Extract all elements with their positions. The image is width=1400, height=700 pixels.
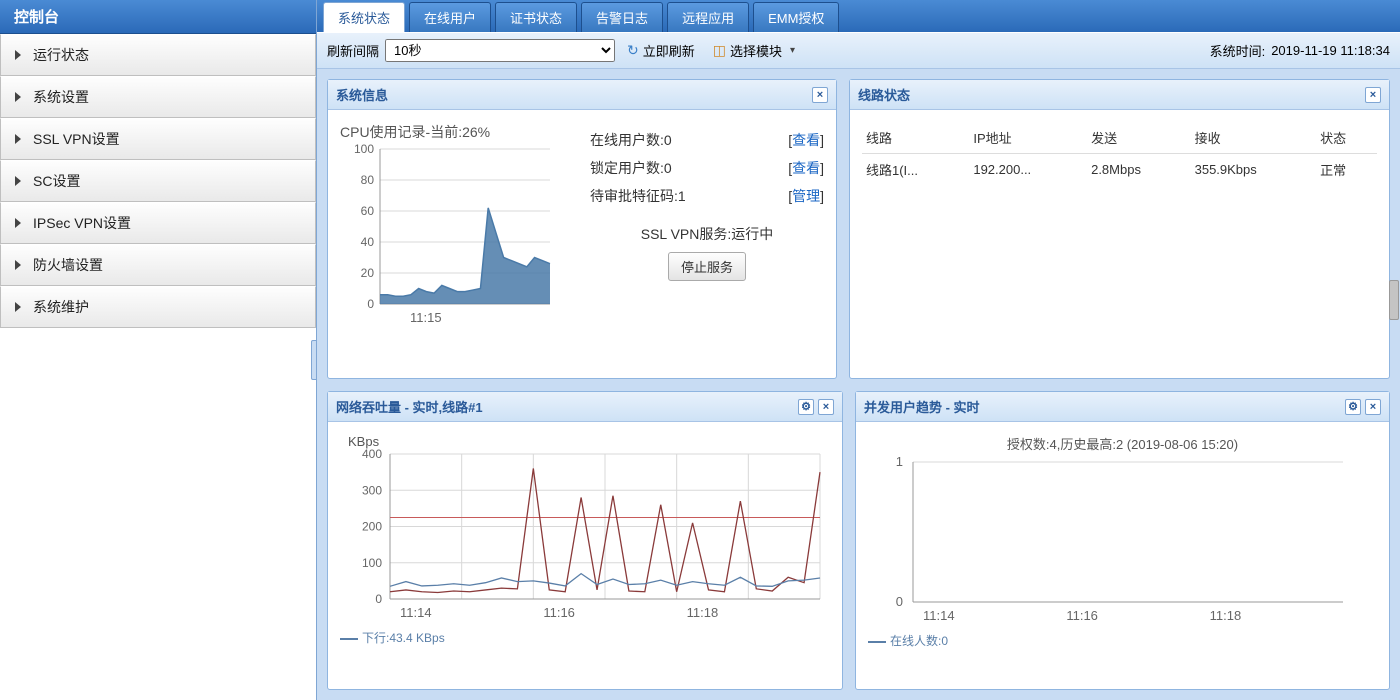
chevron-right-icon bbox=[15, 92, 21, 102]
select-module-button[interactable]: 选择模块 bbox=[707, 39, 801, 62]
service-label: SSL VPN服务: bbox=[641, 226, 732, 242]
panel-system-info: 系统信息× CPU使用记录-当前:26% 02040608010011:15 在… bbox=[327, 79, 837, 379]
sidebar-item[interactable]: 运行状态 bbox=[0, 34, 316, 76]
toolbar: 刷新间隔 10秒 立即刷新 选择模块 系统时间: 2019-11-19 11:1… bbox=[317, 32, 1400, 69]
cpu-chart-title: CPU使用记录-当前:26% bbox=[340, 122, 570, 142]
scrollbar-thumb[interactable] bbox=[1389, 280, 1399, 320]
tab-bar: 系统状态在线用户证书状态告警日志远程应用EMM授权 bbox=[317, 0, 1400, 32]
action-link[interactable]: 管理 bbox=[792, 188, 820, 204]
tab[interactable]: 系统状态 bbox=[323, 2, 405, 32]
y-axis-label: KBps bbox=[348, 434, 830, 449]
svg-text:300: 300 bbox=[362, 483, 382, 497]
panel-title: 线路状态 bbox=[858, 85, 1361, 104]
svg-text:40: 40 bbox=[361, 235, 375, 249]
legend-downstream: 下行:43.4 KBps bbox=[340, 629, 830, 646]
tab[interactable]: 在线用户 bbox=[409, 2, 491, 32]
system-time-value: 2019-11-19 11:18:34 bbox=[1271, 43, 1390, 58]
module-icon bbox=[713, 42, 726, 59]
svg-text:80: 80 bbox=[361, 173, 375, 187]
chevron-right-icon bbox=[15, 260, 21, 270]
tab[interactable]: 告警日志 bbox=[581, 2, 663, 32]
action-link[interactable]: 查看 bbox=[792, 160, 820, 176]
svg-text:11:16: 11:16 bbox=[1066, 608, 1098, 623]
panel-throughput: 网络吞吐量 - 实时,线路#1⚙× KBps 0 100 200 300 400 11:1… bbox=[327, 391, 843, 690]
svg-text:100: 100 bbox=[354, 144, 374, 156]
chevron-right-icon bbox=[15, 134, 21, 144]
sidebar-item[interactable]: 防火墙设置 bbox=[0, 244, 316, 286]
line-status-table: 线路IP地址发送接收状态 线路1(I... 192.200... 2.8Mbps… bbox=[862, 122, 1377, 185]
chart-subtitle: 授权数:4,历史最高:2 (2019-08-06 15:20) bbox=[868, 434, 1377, 453]
sidebar-item[interactable]: 系统设置 bbox=[0, 76, 316, 118]
sidebar-item[interactable]: IPSec VPN设置 bbox=[0, 202, 316, 244]
svg-text:200: 200 bbox=[362, 520, 382, 534]
svg-text:400: 400 bbox=[362, 449, 382, 461]
svg-text:1: 1 bbox=[896, 457, 903, 469]
sidebar: 控制台 运行状态系统设置SSL VPN设置SC设置IPSec VPN设置防火墙设… bbox=[0, 0, 316, 700]
tab[interactable]: 远程应用 bbox=[667, 2, 749, 32]
chevron-right-icon bbox=[15, 50, 21, 60]
svg-text:11:15: 11:15 bbox=[410, 310, 442, 325]
gear-icon[interactable]: ⚙ bbox=[1345, 399, 1361, 415]
system-time-label: 系统时间: bbox=[1210, 41, 1266, 60]
stop-service-button[interactable]: 停止服务 bbox=[668, 252, 746, 281]
svg-text:60: 60 bbox=[361, 204, 375, 218]
panel-title: 并发用户趋势 - 实时 bbox=[864, 397, 1341, 416]
tab[interactable]: EMM授权 bbox=[753, 2, 839, 32]
close-icon[interactable]: × bbox=[1365, 399, 1381, 415]
refresh-now-button[interactable]: 立即刷新 bbox=[621, 39, 701, 62]
svg-text:11:18: 11:18 bbox=[687, 605, 719, 620]
gear-icon[interactable]: ⚙ bbox=[798, 399, 814, 415]
close-icon[interactable]: × bbox=[818, 399, 834, 415]
sidebar-item[interactable]: 系统维护 bbox=[0, 286, 316, 328]
legend-online: 在线人数:0 bbox=[868, 632, 1377, 649]
svg-text:20: 20 bbox=[361, 266, 375, 280]
refresh-interval-label: 刷新间隔 bbox=[327, 41, 379, 60]
chevron-right-icon bbox=[15, 302, 21, 312]
svg-text:100: 100 bbox=[362, 556, 382, 570]
svg-text:0: 0 bbox=[367, 297, 374, 311]
service-status: 运行中 bbox=[731, 226, 773, 242]
svg-text:11:16: 11:16 bbox=[543, 605, 575, 620]
sidebar-item[interactable]: SSL VPN设置 bbox=[0, 118, 316, 160]
table-row[interactable]: 线路1(I... 192.200... 2.8Mbps 355.9Kbps 正常 bbox=[862, 154, 1377, 186]
refresh-interval-select[interactable]: 10秒 bbox=[385, 39, 615, 62]
split-handle[interactable] bbox=[311, 340, 317, 380]
svg-text:11:14: 11:14 bbox=[923, 608, 955, 623]
sidebar-item[interactable]: SC设置 bbox=[0, 160, 316, 202]
svg-text:11:18: 11:18 bbox=[1210, 608, 1242, 623]
svg-text:0: 0 bbox=[375, 592, 382, 606]
tab[interactable]: 证书状态 bbox=[495, 2, 577, 32]
cpu-chart: 0 20 40 60 80 100 11:15 bbox=[340, 144, 560, 334]
refresh-icon bbox=[627, 42, 639, 59]
status-badge: 正常 bbox=[1316, 154, 1377, 186]
panel-title: 网络吞吐量 - 实时,线路#1 bbox=[336, 397, 794, 416]
sidebar-title: 控制台 bbox=[0, 0, 316, 34]
close-icon[interactable]: × bbox=[812, 87, 828, 103]
main-area: 系统状态在线用户证书状态告警日志远程应用EMM授权 刷新间隔 10秒 立即刷新 … bbox=[316, 0, 1400, 700]
svg-text:11:14: 11:14 bbox=[400, 605, 432, 620]
throughput-chart: 0 100 200 300 400 11:14 11:16 11:18 bbox=[340, 449, 830, 624]
close-icon[interactable]: × bbox=[1365, 87, 1381, 103]
action-link[interactable]: 查看 bbox=[792, 132, 820, 148]
panel-user-trend: 并发用户趋势 - 实时⚙× 授权数:4,历史最高:2 (2019-08-06 1… bbox=[855, 391, 1390, 690]
panel-line-status: 线路状态× 线路IP地址发送接收状态 线路1(I... 192.200... 2… bbox=[849, 79, 1390, 379]
chevron-right-icon bbox=[15, 218, 21, 228]
panel-title: 系统信息 bbox=[336, 85, 808, 104]
chevron-right-icon bbox=[15, 176, 21, 186]
svg-text:0: 0 bbox=[896, 594, 903, 609]
user-trend-chart: 0 1 11:14 11:16 11:18 bbox=[868, 457, 1358, 627]
